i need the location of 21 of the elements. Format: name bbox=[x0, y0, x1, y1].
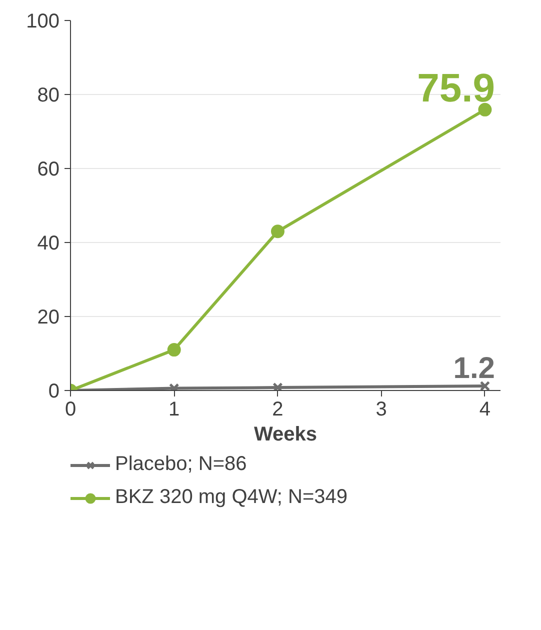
point bbox=[480, 380, 490, 390]
legend-label: BKZ 320 mg Q4W; N=349 bbox=[115, 486, 348, 509]
y-tick-label: 0 bbox=[48, 380, 60, 402]
point bbox=[272, 382, 283, 390]
y-tick-label: 20 bbox=[37, 306, 60, 328]
x-tick-label: 3 bbox=[376, 398, 387, 420]
legend-label: Placebo; N=86 bbox=[115, 453, 247, 476]
x-tick-label: 4 bbox=[479, 398, 491, 420]
y-tick-label: 80 bbox=[37, 84, 60, 106]
annotation: 75.9 bbox=[417, 66, 495, 111]
point bbox=[167, 343, 181, 357]
point bbox=[270, 224, 284, 238]
y-tick-label: 100 bbox=[26, 10, 60, 32]
y-tick-label: 60 bbox=[37, 158, 60, 180]
x-axis-title: Weeks bbox=[254, 424, 318, 446]
annotation: 1.2 bbox=[453, 352, 495, 386]
x-tick-label: 1 bbox=[168, 398, 180, 420]
x-tick-label: 0 bbox=[64, 398, 76, 420]
x-tick-label: 2 bbox=[272, 398, 284, 420]
y-tick-label: 40 bbox=[37, 232, 60, 254]
point bbox=[478, 102, 492, 116]
